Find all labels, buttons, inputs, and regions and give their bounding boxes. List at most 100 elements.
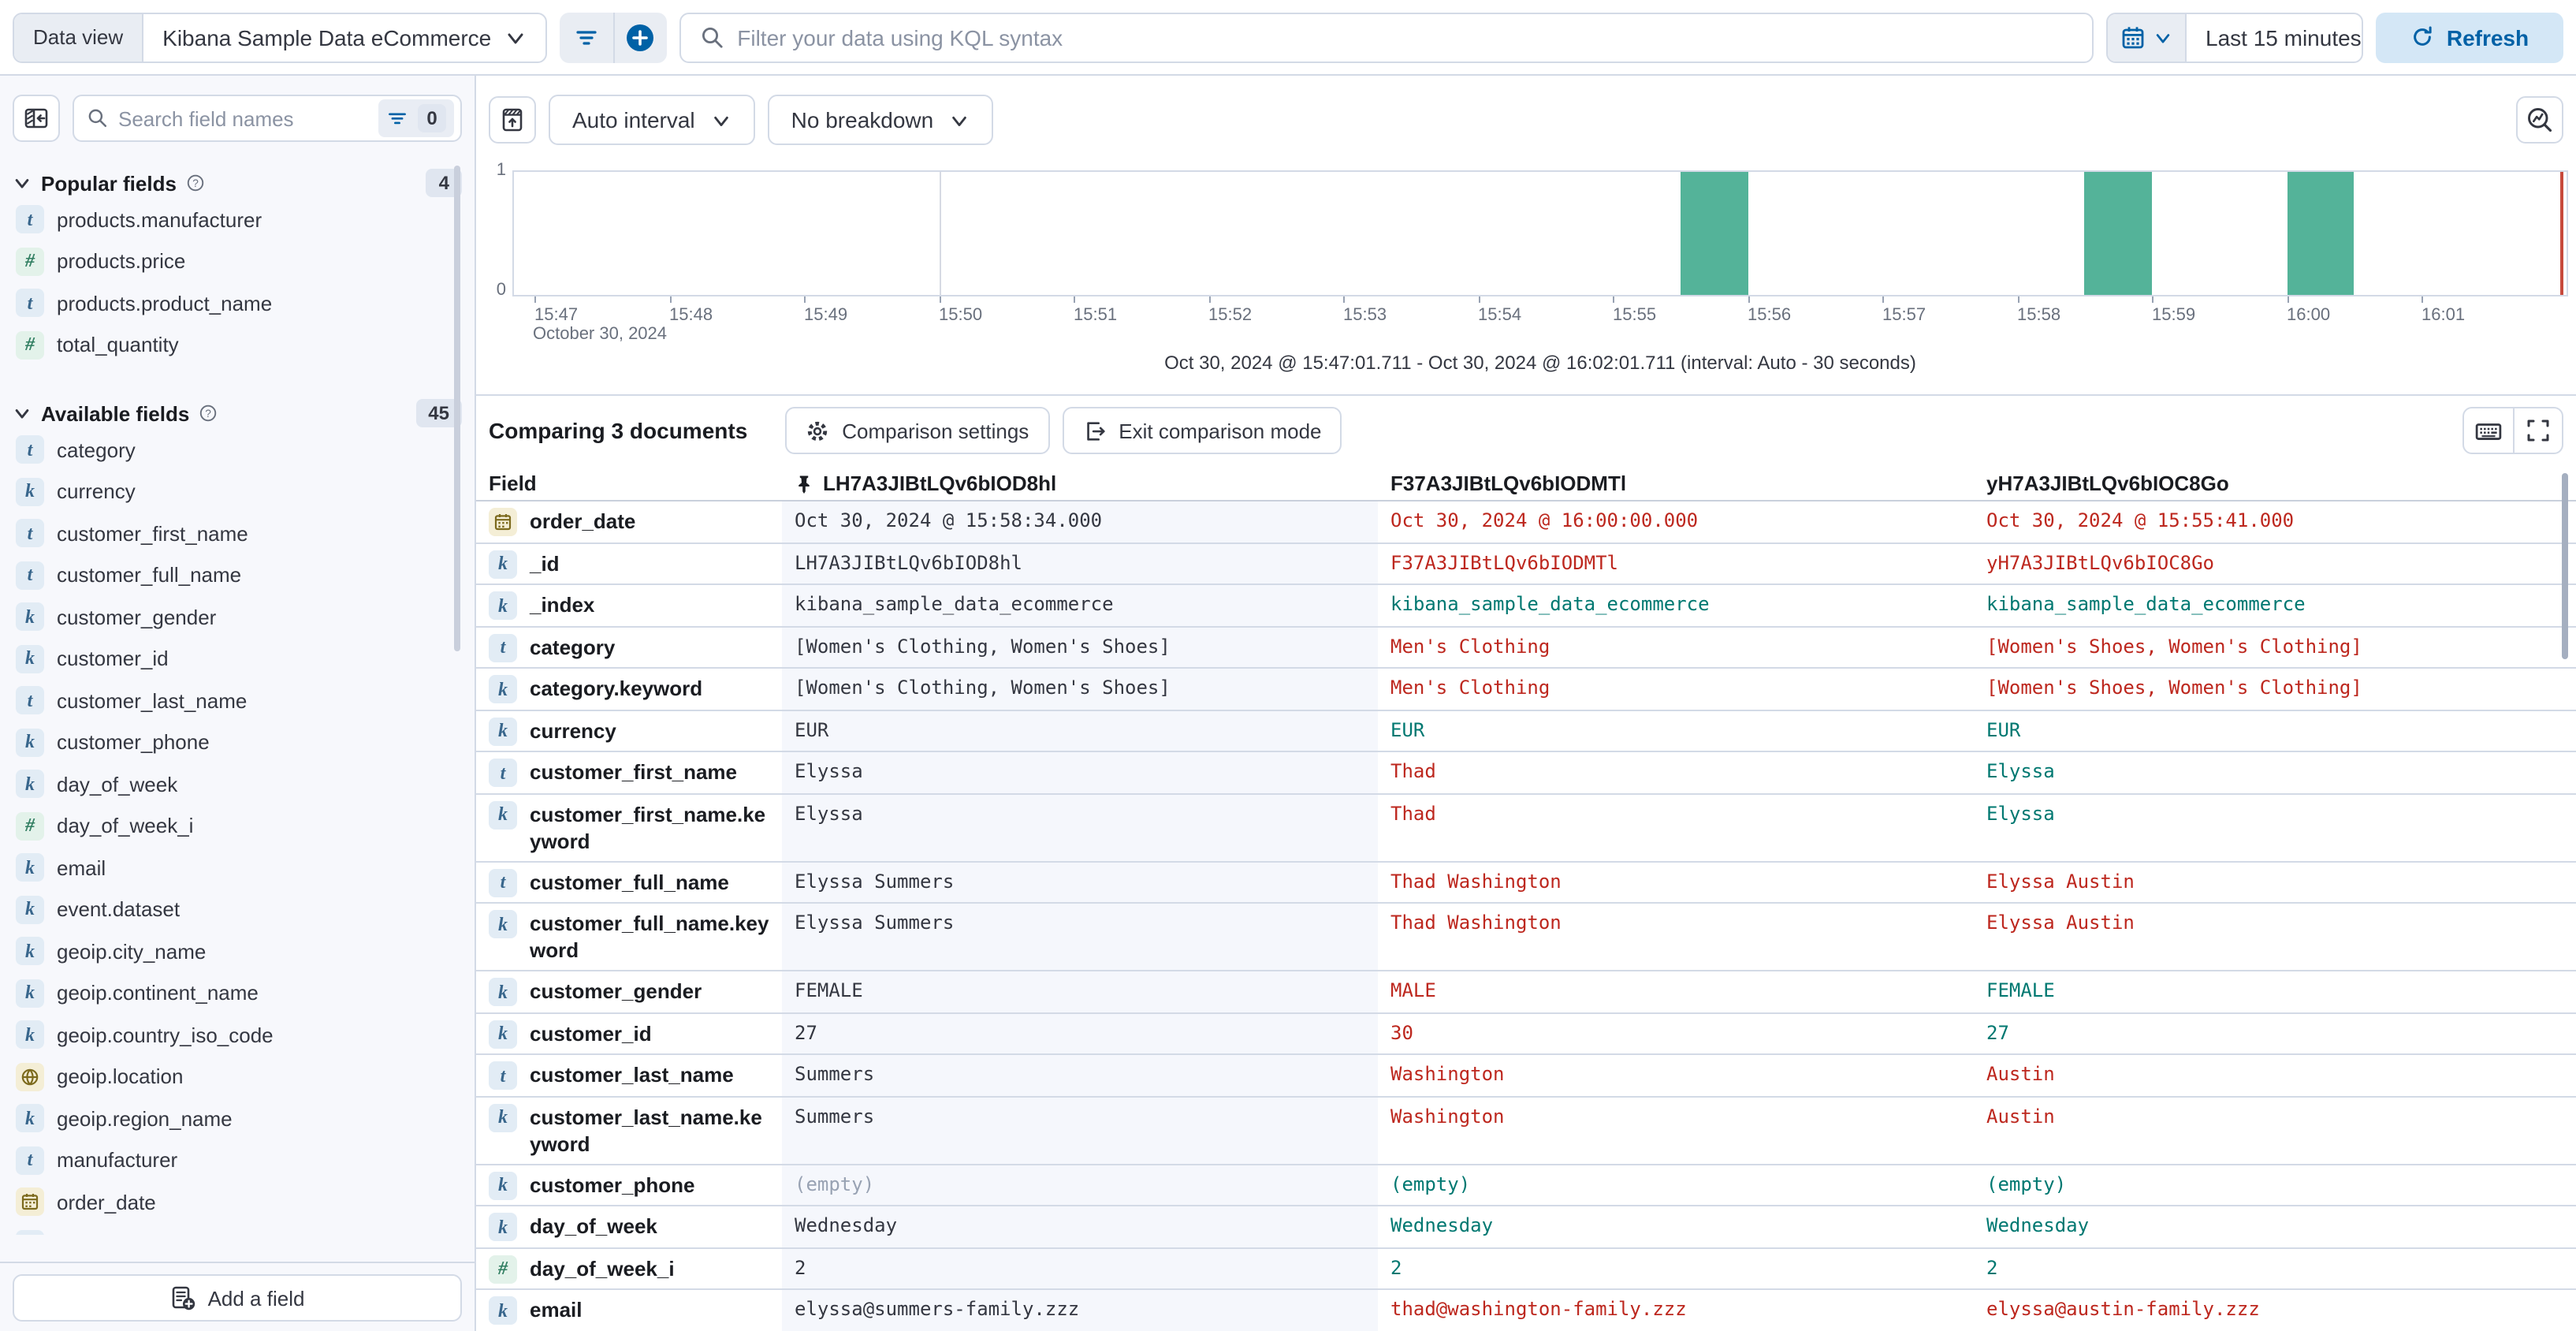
gridline: [939, 172, 940, 295]
x-axis-tick: [2422, 296, 2423, 303]
x-axis-tick: [1074, 296, 1075, 303]
table-cell: (empty): [1986, 1173, 2067, 1195]
refresh-button[interactable]: Refresh: [2376, 12, 2563, 62]
add-filter-button[interactable]: [612, 12, 666, 62]
table-cell: Austin: [1986, 1063, 2055, 1085]
field-name: day_of_week: [530, 1214, 657, 1238]
field-name-cell[interactable]: k email: [476, 1290, 782, 1330]
hide-chart-button[interactable]: [489, 96, 536, 144]
field-item[interactable]: # total_quantity: [0, 324, 475, 366]
field-name-cell[interactable]: # day_of_week_i: [476, 1248, 782, 1288]
field-item[interactable]: t category: [0, 429, 475, 471]
table-scrollbar[interactable]: [2562, 473, 2568, 659]
field-item[interactable]: t products.product_name: [0, 282, 475, 324]
collapse-sidebar-button[interactable]: [13, 95, 60, 142]
field-name-cell[interactable]: t customer_first_name: [476, 752, 782, 792]
sidebar-scrollbar[interactable]: [454, 166, 460, 651]
field-name-cell[interactable]: k day_of_week: [476, 1206, 782, 1247]
table-cell: Elyssa Summers: [782, 862, 1378, 902]
field-search-placeholder: Search field names: [118, 106, 294, 130]
field-name-cell[interactable]: k category.keyword: [476, 669, 782, 709]
table-row: k customer_phone (empty) (empty) (empty): [476, 1165, 2576, 1206]
table-cell: Oct 30, 2024 @ 15:58:34.000: [782, 501, 1378, 542]
table-row: k customer_full_name.keyword Elyssa Summer…: [476, 904, 2576, 971]
field-name-cell[interactable]: k customer_id: [476, 1013, 782, 1053]
field-item[interactable]: # products.price: [0, 240, 475, 282]
data-view-picker[interactable]: Data view Kibana Sample Data eCommerce: [13, 12, 547, 62]
explore-in-lens-button[interactable]: [2516, 96, 2563, 144]
add-field-button[interactable]: Add a field: [13, 1274, 462, 1322]
histogram-bar[interactable]: [1680, 172, 1748, 295]
field-item[interactable]: k geoip.city_name: [0, 930, 475, 972]
field-item[interactable]: k geoip.region_name: [0, 1098, 475, 1139]
table-cell: kibana_sample_data_ecommerce: [1390, 593, 1710, 615]
interval-dropdown[interactable]: Auto interval: [549, 95, 755, 145]
data-view-name: Kibana Sample Data eCommerce: [162, 24, 492, 50]
time-range-value[interactable]: Last 15 minutes: [2206, 24, 2362, 50]
field-item[interactable]: k customer_phone: [0, 721, 475, 763]
add-field-label: Add a field: [207, 1286, 305, 1310]
field-name-cell[interactable]: k customer_full_name.keyword: [476, 904, 782, 970]
field-search-input[interactable]: Search field names 0: [73, 95, 462, 142]
table-cell: 2: [1390, 1256, 1402, 1278]
table-cell: Elyssa Austin: [1986, 912, 2135, 934]
field-item[interactable]: t manufacturer: [0, 1139, 475, 1181]
field-name-cell[interactable]: k customer_first_name.keyword: [476, 794, 782, 860]
available-fields-title: Available fields: [41, 401, 190, 425]
field-name-cell[interactable]: t customer_full_name: [476, 862, 782, 902]
table-cell: [Women's Clothing, Women's Shoes]: [782, 627, 1378, 667]
field-name-cell[interactable]: k customer_last_name.keyword: [476, 1097, 782, 1163]
field-item[interactable]: t products.manufacturer: [0, 199, 475, 240]
table-row: k email elyssa@summers-family.zzz thad@wash…: [476, 1290, 2576, 1331]
date-picker-button[interactable]: [2108, 13, 2187, 61]
field-item[interactable]: k day_of_week: [0, 763, 475, 805]
field-item[interactable]: t customer_full_name: [0, 554, 475, 596]
field-item[interactable]: k geoip.country_iso_code: [0, 1014, 475, 1056]
table-cell: Thad: [1390, 802, 1436, 824]
field-name-cell[interactable]: k customer_phone: [476, 1165, 782, 1205]
field-name-cell[interactable]: t category: [476, 627, 782, 667]
field-item[interactable]: k customer_id: [0, 638, 475, 680]
comparison-settings-label: Comparison settings: [842, 419, 1029, 442]
field-item[interactable]: t customer_last_name: [0, 680, 475, 721]
field-item[interactable]: t customer_first_name: [0, 513, 475, 554]
table-row: k customer_first_name.keyword Elyssa Thad El…: [476, 794, 2576, 862]
table-cell: Thad Washington: [1390, 912, 1562, 934]
field-name-cell[interactable]: order_date: [476, 501, 782, 542]
field-item[interactable]: geoip.location: [0, 1056, 475, 1098]
field-name-cell[interactable]: k _index: [476, 585, 782, 625]
field-item[interactable]: k: [0, 1223, 475, 1235]
histogram-bar[interactable]: [2084, 172, 2152, 295]
field-name-cell[interactable]: k customer_gender: [476, 971, 782, 1012]
keyword-field-icon: k: [16, 1229, 44, 1235]
field-item[interactable]: order_date: [0, 1181, 475, 1223]
breakdown-dropdown[interactable]: No breakdown: [767, 95, 994, 145]
comparison-settings-button[interactable]: Comparison settings: [785, 407, 1050, 454]
help-icon: ?: [186, 173, 205, 192]
keyword-field-icon: k: [489, 1171, 517, 1199]
exit-comparison-button[interactable]: Exit comparison mode: [1062, 407, 1342, 454]
keyboard-shortcuts-button[interactable]: [2464, 408, 2513, 453]
histogram-bar[interactable]: [2287, 172, 2355, 295]
field-item[interactable]: k geoip.continent_name: [0, 972, 475, 1014]
field-item[interactable]: k event.dataset: [0, 889, 475, 930]
field-name-cell[interactable]: k _id: [476, 543, 782, 583]
filter-menu-icon[interactable]: [559, 12, 612, 62]
field-name-cell[interactable]: k currency: [476, 710, 782, 751]
field-item[interactable]: k email: [0, 847, 475, 889]
x-axis-tick: [2017, 296, 2019, 303]
field-name-cell[interactable]: t customer_last_name: [476, 1055, 782, 1095]
field-item[interactable]: k currency: [0, 471, 475, 513]
kql-search-bar[interactable]: Filter your data using KQL syntax: [679, 12, 2094, 62]
number-field-icon: #: [16, 247, 44, 276]
keyword-field-icon: k: [489, 591, 517, 620]
field-name: customer_first_name: [530, 760, 737, 784]
field-item[interactable]: k customer_gender: [0, 596, 475, 638]
fullscreen-button[interactable]: [2513, 408, 2562, 453]
table-cell: Oct 30, 2024 @ 15:55:41.000: [1986, 509, 2295, 531]
field-column-header: Field: [489, 472, 537, 495]
available-fields-header[interactable]: Available fields ? 45: [0, 397, 475, 429]
popular-fields-header[interactable]: Popular fields ? 4: [0, 167, 475, 199]
field-filter-button[interactable]: 0: [378, 99, 454, 137]
field-item[interactable]: # day_of_week_i: [0, 805, 475, 847]
